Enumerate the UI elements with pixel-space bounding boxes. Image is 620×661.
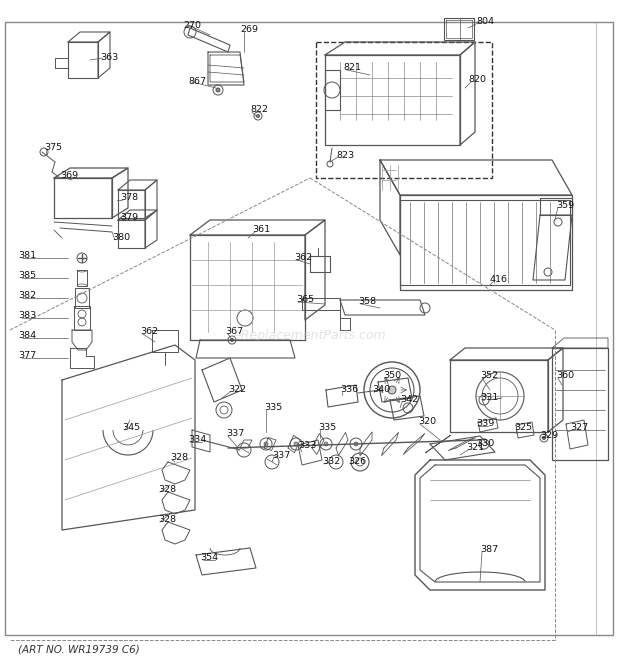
Circle shape: [324, 442, 328, 446]
Text: (ART NO. WR19739 C6): (ART NO. WR19739 C6): [18, 644, 140, 654]
Text: 804: 804: [476, 17, 494, 26]
Circle shape: [354, 442, 358, 446]
Text: 322: 322: [228, 385, 246, 395]
Text: 330: 330: [476, 440, 494, 449]
Text: 354: 354: [200, 553, 218, 563]
Text: 328: 328: [158, 516, 176, 524]
Text: 333: 333: [298, 442, 316, 451]
Text: 380: 380: [112, 233, 130, 243]
Text: 385: 385: [18, 272, 36, 280]
Text: 332: 332: [322, 457, 340, 467]
Text: 387: 387: [480, 545, 498, 555]
Bar: [75, 288, 89, 308]
Text: 320: 320: [418, 418, 436, 426]
Text: 328: 328: [170, 453, 188, 463]
Text: 821: 821: [343, 63, 361, 73]
Text: 270: 270: [183, 20, 201, 30]
Bar: [316, 42, 492, 178]
Text: 369: 369: [60, 171, 78, 180]
Text: 377: 377: [18, 352, 36, 360]
Text: 381: 381: [18, 251, 36, 260]
Text: 340: 340: [372, 385, 390, 395]
Text: 352: 352: [480, 371, 498, 381]
Text: 358: 358: [358, 297, 376, 307]
Text: 363: 363: [100, 54, 118, 63]
Text: 820: 820: [468, 75, 486, 85]
Text: 335: 335: [264, 403, 282, 412]
Text: 345: 345: [122, 424, 140, 432]
Circle shape: [257, 114, 260, 118]
Text: 337: 337: [226, 430, 244, 438]
Text: 359: 359: [556, 200, 574, 210]
Text: 350: 350: [383, 371, 401, 381]
Text: 867: 867: [188, 77, 206, 87]
Circle shape: [231, 338, 234, 342]
Text: eReplacementParts.com: eReplacementParts.com: [234, 329, 386, 342]
Text: 360: 360: [556, 371, 574, 381]
Text: 384: 384: [18, 332, 36, 340]
Text: 361: 361: [252, 225, 270, 235]
Text: 822: 822: [250, 106, 268, 114]
Text: 331: 331: [480, 393, 498, 403]
Text: 362: 362: [294, 254, 312, 262]
Bar: [77, 270, 87, 286]
Text: 321: 321: [466, 444, 484, 453]
Text: 328: 328: [158, 485, 176, 494]
Text: 416: 416: [490, 276, 508, 284]
Circle shape: [294, 442, 298, 446]
Text: 378: 378: [120, 194, 138, 202]
Text: 365: 365: [296, 295, 314, 305]
Text: 375: 375: [44, 143, 62, 153]
Text: 382: 382: [18, 292, 36, 301]
Text: 335: 335: [318, 424, 336, 432]
Text: 362: 362: [140, 327, 158, 336]
Text: 334: 334: [188, 436, 206, 444]
Text: 339: 339: [476, 420, 494, 428]
Text: 269: 269: [240, 26, 258, 34]
Text: 379: 379: [120, 214, 138, 223]
Text: 823: 823: [336, 151, 354, 159]
Circle shape: [264, 442, 268, 446]
Text: 383: 383: [18, 311, 36, 321]
Text: 327: 327: [570, 424, 588, 432]
Text: 367: 367: [225, 327, 243, 336]
Circle shape: [388, 386, 396, 394]
Circle shape: [216, 88, 220, 92]
Text: 337: 337: [272, 451, 290, 459]
Text: 336: 336: [340, 385, 358, 395]
Text: 329: 329: [540, 430, 558, 440]
Text: 326: 326: [348, 457, 366, 467]
Text: 325: 325: [514, 424, 532, 432]
Text: 342: 342: [400, 395, 418, 405]
Circle shape: [542, 436, 546, 440]
